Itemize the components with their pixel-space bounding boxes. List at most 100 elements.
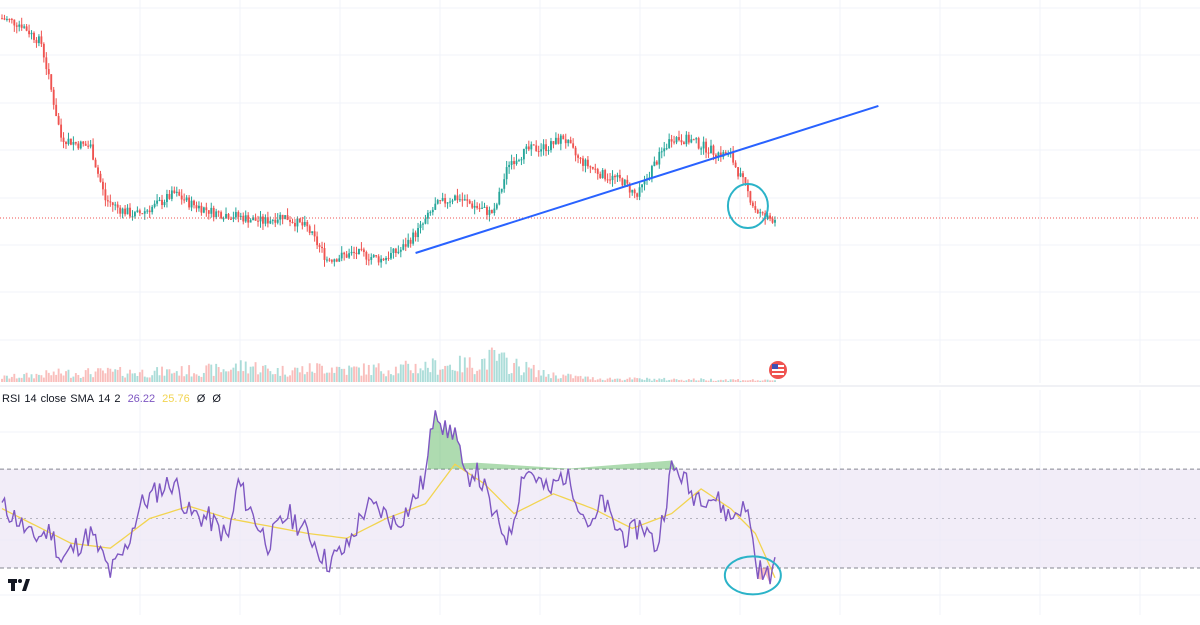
trend-line[interactable] [415, 104, 879, 254]
candle-body-251 [618, 174, 621, 179]
volume-bar-77 [190, 376, 193, 382]
candle-body-143 [353, 251, 355, 253]
volume-bar-220 [542, 370, 545, 382]
candle-body-214 [527, 146, 530, 150]
rsi-legend-extra-2: Ø [212, 393, 221, 405]
candle-body-32 [79, 141, 82, 149]
candle-body-115 [284, 215, 287, 220]
candle-body-198 [488, 209, 491, 215]
volume-bar-141 [348, 365, 351, 382]
volume-bar-71 [175, 371, 178, 382]
candle-body-53 [131, 216, 134, 218]
volume-bar-275 [678, 380, 680, 382]
candle-body-49 [121, 208, 124, 214]
candle-body-159 [392, 248, 395, 253]
candle-body-134 [330, 260, 333, 262]
volume-bar-106 [262, 365, 264, 382]
candle-body-208 [513, 161, 515, 165]
candle-body-184 [454, 195, 456, 201]
us-flag-icon[interactable] [769, 361, 787, 379]
candle-body-177 [436, 200, 439, 204]
volume-bar-250 [616, 378, 619, 382]
candle-body-314 [774, 220, 776, 223]
volume-bar-78 [193, 373, 195, 382]
volume-bar-294 [724, 379, 727, 382]
volume-bar-153 [377, 363, 380, 382]
candle-body-196 [483, 206, 486, 208]
candle-body-111 [274, 219, 277, 223]
candle-body-303 [746, 182, 749, 192]
candle-body-267 [658, 151, 661, 165]
volume-bar-123 [303, 374, 306, 382]
volume-bar-50 [124, 377, 127, 382]
volume-bar-311 [766, 379, 769, 382]
volume-bar-203 [500, 352, 503, 382]
candle-body-232 [572, 143, 575, 148]
volume-bar-182 [449, 364, 451, 382]
candle-body-257 [633, 189, 636, 194]
candle-body-131 [323, 248, 326, 260]
volume-bar-241 [594, 380, 597, 382]
volume-bar-197 [486, 369, 488, 382]
candle-body-292 [719, 152, 722, 158]
volume-bar-6 [15, 378, 18, 382]
volume-bar-115 [284, 374, 287, 382]
candle-body-309 [761, 212, 764, 214]
volume-bar-66 [163, 375, 166, 382]
volume-bar-227 [559, 378, 562, 382]
candle-body-87 [215, 211, 218, 218]
candle-body-193 [476, 205, 479, 208]
volume-bar-164 [404, 360, 407, 382]
volume-bar-52 [129, 369, 131, 382]
candle-body-8 [20, 24, 23, 28]
volume-bar-64 [158, 375, 161, 382]
volume-bar-213 [525, 361, 528, 382]
candle-body-97 [239, 215, 242, 217]
volume-bar-303 [746, 380, 749, 382]
candle-body-274 [675, 137, 678, 143]
volume-bar-179 [441, 369, 444, 382]
annotation-circle-price[interactable] [726, 183, 769, 230]
price-candles[interactable] [1, 14, 776, 268]
volume-bar-255 [628, 377, 631, 382]
volume-bar-94 [232, 367, 235, 382]
candle-body-25 [62, 137, 65, 142]
candle-body-299 [737, 167, 740, 177]
rsi-legend[interactable]: RSI 14 close SMA 14 2 26.22 25.76 Ø Ø [2, 393, 225, 405]
volume-bar-181 [446, 365, 449, 382]
volume-bar-136 [335, 366, 338, 382]
volume-bar-104 [257, 374, 259, 382]
candle-body-109 [269, 220, 272, 224]
rsi-legend-name: RSI [2, 393, 21, 405]
candle-body-77 [190, 200, 193, 208]
volume-bar-4 [10, 376, 13, 382]
candle-body-16 [40, 36, 43, 44]
candle-body-206 [508, 164, 511, 168]
volume-bar-277 [682, 380, 685, 382]
volume-bar-84 [207, 363, 210, 382]
volume-bar-307 [756, 380, 759, 382]
candle-body-64 [158, 199, 161, 201]
rsi-line[interactable] [1, 410, 776, 585]
volume-bar-218 [537, 370, 540, 382]
annotation-circle-rsi[interactable] [723, 555, 782, 596]
volume-bar-234 [577, 376, 579, 382]
candle-body-47 [116, 204, 119, 208]
candle-body-82 [202, 207, 205, 213]
candle-body-157 [387, 257, 390, 259]
candle-body-169 [417, 227, 419, 238]
volume-bar-32 [79, 377, 82, 382]
candle-body-123 [303, 222, 306, 226]
volume-bar-168 [414, 363, 417, 382]
volume-bar-191 [471, 367, 474, 382]
candle-body-84 [207, 210, 210, 214]
candle-body-185 [456, 195, 459, 201]
volume-bar-142 [350, 367, 353, 382]
volume-bar-9 [23, 374, 26, 382]
candle-body-191 [471, 203, 474, 208]
volume-bar-54 [133, 373, 136, 382]
candle-body-63 [156, 200, 159, 204]
candle-body-94 [232, 217, 235, 219]
